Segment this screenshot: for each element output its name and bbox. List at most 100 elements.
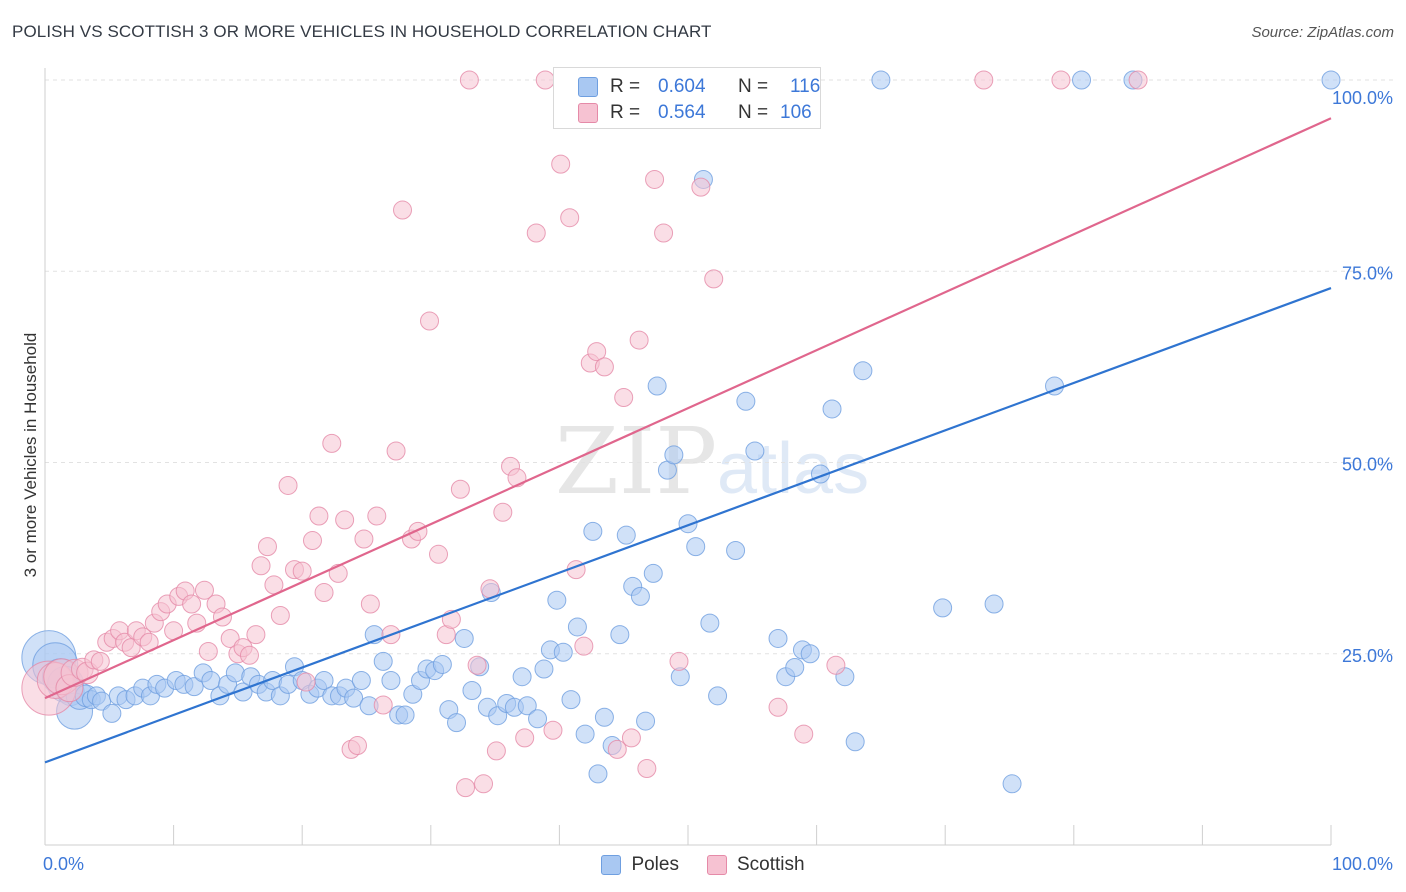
data-point <box>360 594 380 614</box>
data-point <box>654 223 674 243</box>
data-point <box>616 525 636 545</box>
poles-legend-swatch <box>601 855 622 875</box>
data-point <box>270 606 290 625</box>
data-point <box>686 537 706 557</box>
data-point <box>845 732 865 752</box>
data-point <box>467 655 487 675</box>
data-point <box>588 764 608 784</box>
data-point <box>664 445 684 465</box>
data-point <box>184 677 204 697</box>
n-label: N = <box>738 76 769 97</box>
data-point <box>745 441 765 461</box>
data-point <box>335 510 355 530</box>
r-label: R = <box>610 76 641 97</box>
data-point <box>278 475 298 495</box>
data-point <box>974 70 994 90</box>
data-point <box>194 580 214 600</box>
data-point <box>1128 70 1148 90</box>
series-legend: Poles Scottish <box>0 852 1406 878</box>
y-tick-label: 25.0% <box>1342 646 1393 666</box>
data-point <box>768 697 788 717</box>
data-point <box>636 711 656 731</box>
data-point <box>386 441 406 461</box>
data-point <box>314 583 334 603</box>
data-point <box>347 736 367 756</box>
data-point <box>1321 70 1341 90</box>
data-point <box>534 659 554 679</box>
data-point <box>535 70 555 90</box>
data-point <box>351 671 371 691</box>
data-point <box>528 709 548 729</box>
data-point <box>614 387 634 407</box>
trend-line-scottish <box>44 117 1332 700</box>
data-point <box>517 696 537 716</box>
poles-swatch <box>578 77 598 97</box>
r-label: R = <box>610 102 641 123</box>
data-point <box>583 521 603 541</box>
data-point <box>239 645 259 665</box>
data-point <box>553 642 573 662</box>
watermark-atlas: atlas <box>717 429 869 509</box>
r-value: 0.564 <box>658 102 706 123</box>
data-point <box>344 688 364 708</box>
data-point <box>768 628 788 648</box>
data-points <box>21 70 1341 798</box>
n-value: 116 <box>790 76 821 97</box>
data-point <box>647 376 667 396</box>
data-point <box>309 506 329 526</box>
data-point <box>90 651 110 671</box>
data-point <box>102 703 122 723</box>
data-point <box>381 671 401 691</box>
data-point <box>1051 70 1071 90</box>
data-point <box>736 391 756 411</box>
data-point <box>182 594 202 614</box>
scottish-swatch <box>578 103 598 123</box>
data-point <box>678 514 698 534</box>
data-point <box>704 269 724 289</box>
data-point <box>575 724 595 744</box>
watermark-zip: ZIP <box>555 408 717 515</box>
data-point <box>547 590 567 610</box>
data-point <box>486 741 506 761</box>
data-point <box>322 433 342 453</box>
legend-label-scottish: Scottish <box>736 854 805 875</box>
data-point <box>610 625 630 645</box>
stats-legend: R = 0.604 N = 116 R = 0.564 N = 106 <box>553 67 821 129</box>
stats-row-poles: R = 0.604 N = 116 <box>578 75 820 99</box>
data-point <box>594 707 614 727</box>
data-point <box>373 651 393 671</box>
data-point <box>354 529 374 549</box>
data-point <box>984 594 1004 614</box>
trend-lines <box>44 117 1332 764</box>
gridlines <box>45 79 1395 655</box>
data-point <box>691 177 711 197</box>
data-point <box>1072 70 1092 90</box>
data-point <box>447 713 467 733</box>
data-point <box>395 705 415 725</box>
data-point <box>220 628 240 648</box>
legend-item-scottish[interactable]: Scottish <box>706 854 805 876</box>
data-point <box>526 223 546 243</box>
legend-item-poles[interactable]: Poles <box>601 854 679 876</box>
data-point <box>708 686 728 706</box>
stats-row-scottish: R = 0.564 N = 106 <box>578 101 812 125</box>
data-point <box>700 613 720 633</box>
data-point <box>450 479 470 499</box>
data-point <box>373 695 393 715</box>
data-point <box>574 636 594 656</box>
chart-title: POLISH VS SCOTTISH 3 OR MORE VEHICLES IN… <box>12 22 712 41</box>
data-point <box>630 586 650 606</box>
data-point <box>629 330 649 350</box>
y-axis-label: 3 or more Vehicles in Household <box>21 332 40 578</box>
axes <box>44 68 1332 846</box>
data-point <box>645 169 665 189</box>
data-point <box>794 724 814 744</box>
data-point <box>429 544 449 564</box>
trend-line-poles <box>44 287 1332 764</box>
data-point <box>933 598 953 618</box>
y-tick-label: 75.0% <box>1342 263 1393 283</box>
data-point <box>785 658 805 678</box>
data-point <box>1002 774 1022 794</box>
data-point <box>637 759 657 778</box>
